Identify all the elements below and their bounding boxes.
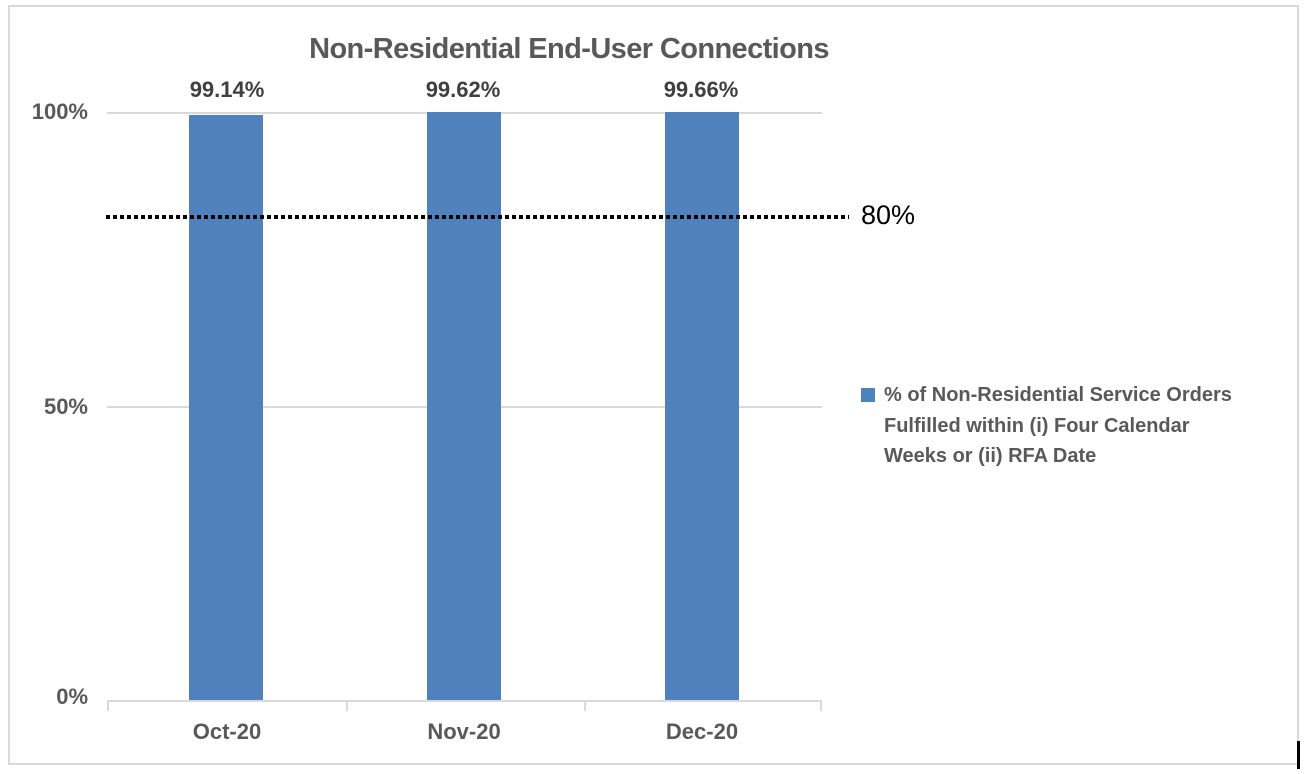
bar-nov-20: [427, 112, 501, 700]
x-axis-label-dec-20: Dec-20: [665, 719, 739, 744]
y-axis-tick-label-0: 0%: [56, 684, 88, 709]
reference-line-80-percent: [106, 215, 849, 219]
y-axis-tick-label-100: 100%: [31, 99, 88, 124]
legend-line-3: Weeks or (ii) RFA Date: [884, 445, 1097, 467]
cursor-artifact: [1297, 741, 1300, 769]
chart-title: Non-Residential End-User Connections: [309, 33, 829, 65]
reference-line-label: 80%: [861, 200, 916, 230]
y-axis-tick-label-50: 50%: [43, 394, 88, 419]
legend-line-2: Fulfilled within (i) Four Calendar: [884, 414, 1190, 437]
legend-line-1: % of Non-Residential Service Orders: [884, 384, 1232, 406]
data-label-nov-20: 99.62%: [425, 77, 501, 102]
bar-oct-20: [189, 115, 263, 700]
bar-dec-20: [665, 112, 739, 700]
plot-area: [107, 112, 822, 711]
data-label-oct-20: 99.14%: [189, 77, 265, 102]
chart-border: [8, 5, 1299, 765]
x-axis-tick-mark: [584, 702, 586, 711]
x-axis-tick-mark: [107, 702, 109, 711]
legend-marker-square: [861, 388, 875, 402]
x-axis-label-nov-20: Nov-20: [427, 719, 501, 744]
data-label-dec-20: 99.66%: [663, 77, 739, 102]
legend-entry: % of Non-Residential Service Orders Fulf…: [884, 380, 1284, 472]
x-axis-tick-mark: [820, 702, 822, 711]
x-axis-label-oct-20: Oct-20: [192, 719, 262, 744]
x-axis-tick-mark: [346, 702, 348, 711]
